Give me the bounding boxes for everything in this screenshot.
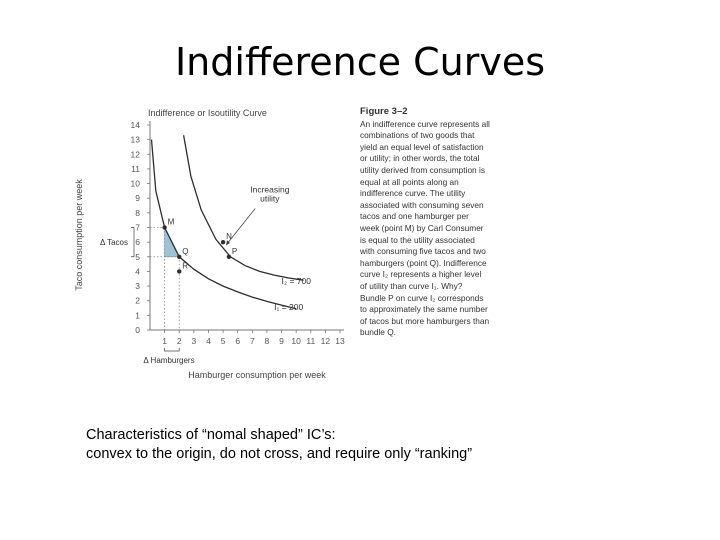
chart-title: Indifference or Isoutility Curve xyxy=(148,108,267,118)
series-label-2: I₂ = 700 xyxy=(281,276,311,286)
point-label-q: Q xyxy=(182,247,188,256)
point-n xyxy=(220,239,226,245)
x-tick-label: 10 xyxy=(291,336,301,346)
y-tick-label: 10 xyxy=(131,179,141,189)
slide-title: Indifference Curves xyxy=(174,40,546,84)
y-axis-label: Taco consumption per week xyxy=(74,179,84,291)
delta-hamburgers-label: Δ Hamburgers xyxy=(143,356,194,365)
y-tick-label: 5 xyxy=(135,252,140,262)
point-label-p: P xyxy=(232,247,237,256)
point-label-n: N xyxy=(226,232,232,241)
x-tick-label: 13 xyxy=(335,336,345,346)
indifference-curve-2 xyxy=(182,135,304,281)
y-tick-label: 3 xyxy=(135,281,140,291)
indifference-curve-chart: Indifference or Isoutility Curve Taco co… xyxy=(74,108,345,380)
point-r xyxy=(177,269,182,274)
point-p xyxy=(226,254,232,259)
figure-description: An indifference curve represents all com… xyxy=(360,118,490,338)
y-tick-label: 1 xyxy=(135,310,140,320)
y-tick-label: 0 xyxy=(135,325,140,335)
y-tick-label: 7 xyxy=(135,223,140,233)
y-tick-label: 6 xyxy=(135,237,140,247)
x-tick-label: 11 xyxy=(306,336,315,346)
x-tick-label: 5 xyxy=(221,336,226,346)
x-axis-label: Hamburger consumption per week xyxy=(188,370,326,380)
y-tick-label: 14 xyxy=(131,120,141,130)
x-tick-label: 9 xyxy=(279,336,284,346)
x-tick-label: 7 xyxy=(250,336,255,346)
y-tick-label: 8 xyxy=(135,208,140,218)
x-tick-label: 4 xyxy=(206,336,211,346)
increasing-utility-label: Increasing utility xyxy=(250,184,289,203)
figure-caption: Figure 3–2 An indifference curve represe… xyxy=(360,106,490,339)
slide-caption-line-1: Characteristics of “nomal shaped” IC’s: xyxy=(86,427,336,443)
arrow-head xyxy=(226,240,230,246)
y-tick-label: 9 xyxy=(135,193,140,203)
point-q xyxy=(177,254,182,259)
slide-caption: Characteristics of “nomal shaped” IC’s: … xyxy=(86,426,706,464)
delta-tacos-label: Δ Tacos xyxy=(100,238,128,247)
indifference-curve-1 xyxy=(150,139,297,310)
point-label-r: R xyxy=(182,261,188,270)
y-tick-label: 13 xyxy=(131,135,141,145)
delta-hamburgers-bracket xyxy=(164,348,180,352)
point-label-m: M xyxy=(168,218,175,227)
y-tick-label: 2 xyxy=(135,296,140,306)
point-m xyxy=(162,225,167,230)
delta-tacos-bracket xyxy=(131,227,135,258)
y-tick-label: 12 xyxy=(131,149,141,159)
y-tick-label: 4 xyxy=(135,266,140,276)
x-tick-label: 6 xyxy=(235,336,240,346)
x-tick-label: 1 xyxy=(162,336,167,346)
series-label-1: I₁ = 200 xyxy=(274,302,303,312)
y-tick-label: 11 xyxy=(131,164,140,174)
slide-caption-line-2: convex to the origin, do not cross, and … xyxy=(86,446,473,462)
increasing-utility-arrow xyxy=(225,208,256,246)
x-tick-label: 3 xyxy=(191,336,196,346)
x-tick-label: 8 xyxy=(265,336,270,346)
x-tick-label: 2 xyxy=(177,336,182,346)
figure-label: Figure 3–2 xyxy=(360,106,408,117)
x-tick-label: 12 xyxy=(321,336,331,346)
